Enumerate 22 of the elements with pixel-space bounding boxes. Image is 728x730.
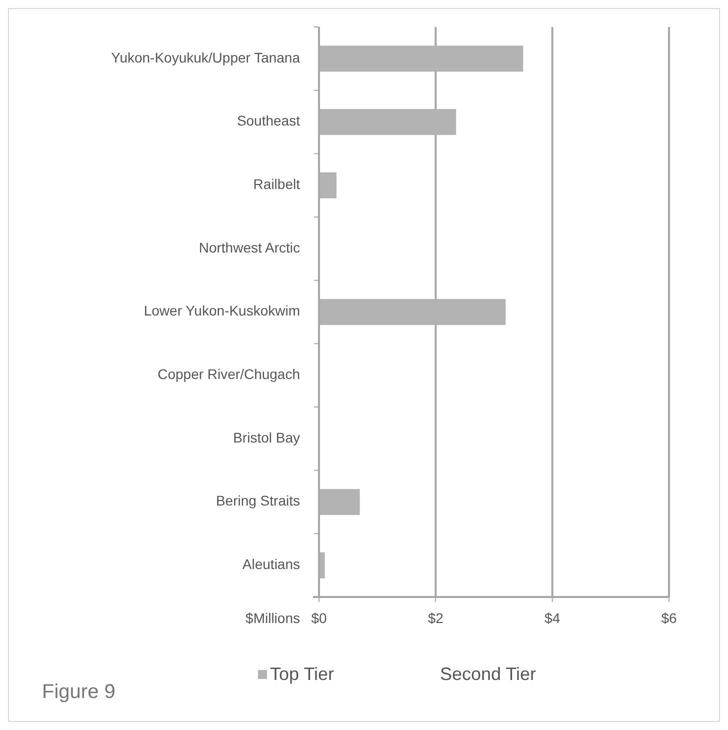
y-tick-label: Bering Straits: [216, 492, 300, 509]
y-tick-label: Yukon-Koyukuk/Upper Tanana: [111, 49, 300, 66]
y-tick-label: Northwest Arctic: [198, 239, 300, 256]
y-tick-label: Railbelt: [253, 176, 300, 192]
bar: [319, 172, 336, 198]
x-axis-title: $Millions: [246, 610, 300, 626]
y-tick-label: Southeast: [236, 112, 300, 129]
x-tick-label: $2: [428, 610, 444, 626]
text: Second Tier: [440, 664, 536, 684]
caption: Figure 9: [42, 681, 116, 703]
bar: [319, 46, 524, 72]
y-tick-label: Bristol Bay: [233, 429, 300, 446]
bar: [319, 489, 360, 515]
x-tick-label: $4: [544, 610, 560, 626]
y-tick-label: Aleutians: [242, 556, 300, 572]
bar: [319, 109, 456, 135]
x-tick-label: $6: [661, 610, 677, 626]
x-tick-label: $0: [311, 610, 327, 626]
y-tick-label: Lower Yukon-Kuskokwim: [144, 302, 300, 319]
legend-label: Top Tier: [270, 664, 334, 684]
y-tick-label: Copper River/Chugach: [158, 366, 300, 382]
bar: [319, 299, 506, 325]
